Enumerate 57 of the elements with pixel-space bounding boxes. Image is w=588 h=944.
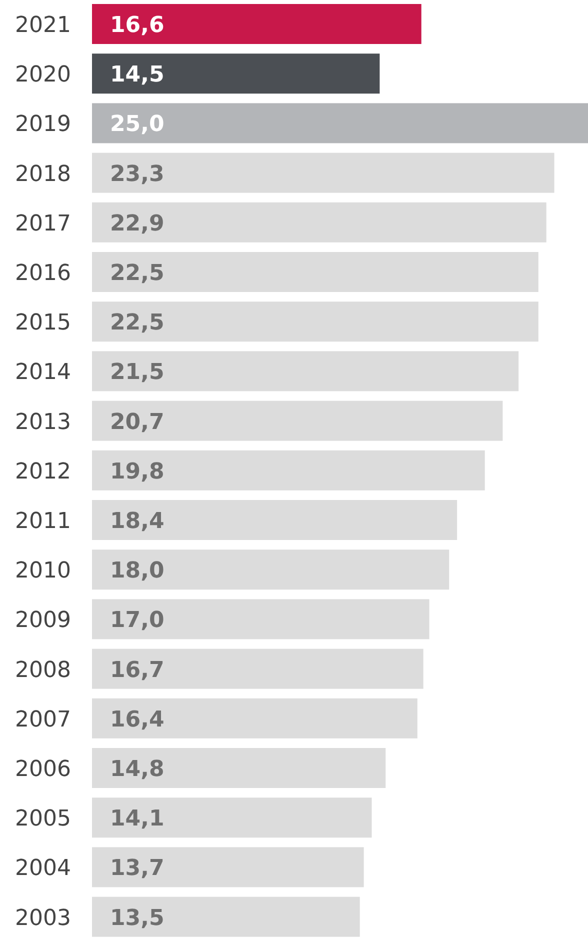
y-tick-label: 2004 — [15, 856, 71, 882]
bar — [92, 550, 450, 590]
bar — [92, 798, 372, 838]
y-tick-label: 2003 — [15, 906, 71, 931]
data-label: 13,5 — [110, 906, 164, 931]
bar — [92, 847, 364, 888]
bar — [92, 500, 458, 540]
y-tick-label: 2020 — [15, 62, 71, 88]
bar — [92, 698, 418, 738]
bar — [92, 302, 538, 342]
data-label: 20,7 — [110, 410, 164, 435]
y-tick-label: 2005 — [15, 806, 71, 832]
y-tick-label: 2016 — [15, 261, 71, 286]
data-label: 19,8 — [110, 459, 164, 484]
data-label: 13,7 — [110, 856, 164, 882]
data-label: 14,5 — [110, 62, 164, 88]
y-tick-label: 2012 — [15, 459, 71, 484]
bar — [92, 748, 386, 788]
data-label: 16,7 — [110, 658, 164, 683]
y-tick-label: 2014 — [15, 360, 71, 386]
y-tick-label: 2006 — [15, 757, 71, 782]
bar — [92, 599, 430, 640]
data-label: 17,0 — [110, 608, 164, 634]
bar — [92, 450, 485, 490]
bar — [92, 351, 519, 392]
y-tick-label: 2021 — [15, 13, 71, 38]
y-tick-label: 2018 — [15, 162, 71, 187]
bar — [92, 4, 422, 44]
y-tick-label: 2011 — [15, 509, 71, 534]
data-label: 18,4 — [110, 509, 164, 534]
y-tick-label: 2007 — [15, 707, 71, 732]
bar — [92, 152, 554, 193]
bar — [92, 54, 380, 94]
y-tick-label: 2017 — [15, 211, 71, 236]
y-tick-label: 2009 — [15, 608, 71, 634]
y-tick-label: 2010 — [15, 558, 71, 584]
bar — [92, 103, 588, 144]
data-label: 16,4 — [110, 707, 164, 732]
y-tick-label: 2013 — [15, 410, 71, 435]
y-tick-label: 2008 — [15, 658, 71, 683]
data-label: 22,5 — [110, 261, 164, 286]
bar — [92, 896, 360, 937]
y-tick-label: 2019 — [15, 112, 71, 138]
data-label: 22,5 — [110, 310, 164, 336]
bar — [92, 252, 538, 292]
bar — [92, 202, 546, 242]
data-label: 18,0 — [110, 558, 164, 584]
bar — [92, 400, 503, 441]
data-label: 22,9 — [110, 211, 164, 236]
data-label: 16,6 — [110, 13, 164, 38]
bar — [92, 648, 424, 689]
data-label: 23,3 — [110, 162, 164, 187]
data-label: 25,0 — [110, 112, 164, 138]
data-label: 14,8 — [110, 757, 164, 782]
data-label: 21,5 — [110, 360, 164, 386]
data-label: 14,1 — [110, 806, 164, 832]
y-tick-label: 2015 — [15, 310, 71, 336]
